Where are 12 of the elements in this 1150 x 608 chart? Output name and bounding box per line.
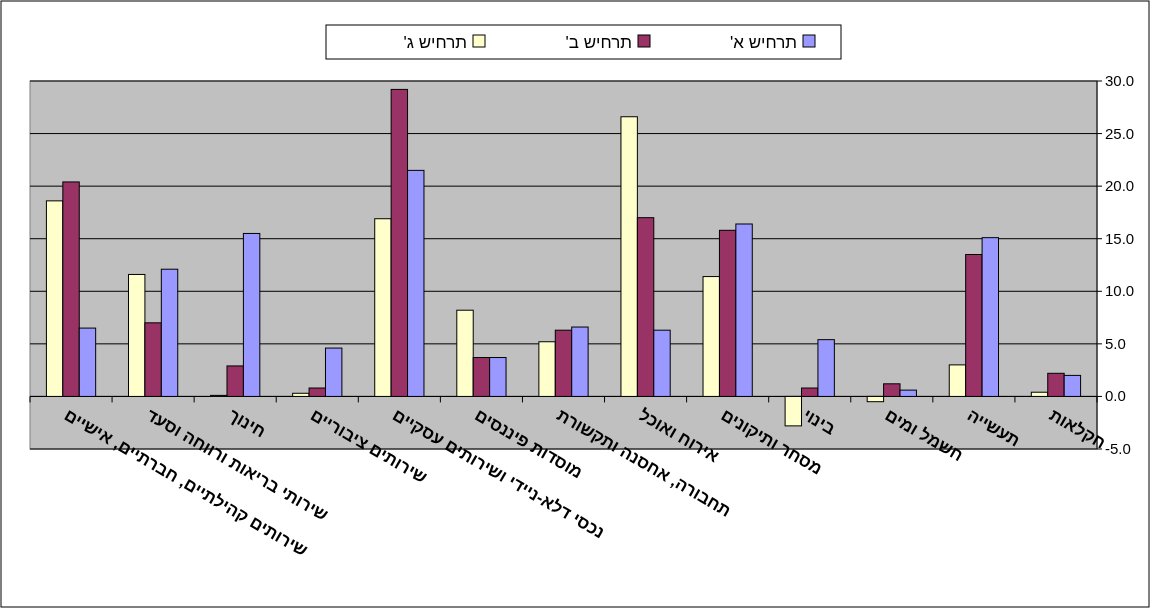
legend-label: תרחיש א'	[730, 33, 797, 52]
y-tick-label: 15.0	[1105, 229, 1135, 247]
x-tick-label: חינוך	[225, 405, 269, 442]
y-tick-label: 5.0	[1105, 334, 1126, 352]
legend-label: תרחיש ב'	[565, 33, 632, 52]
y-tick-label: 25.0	[1105, 124, 1135, 142]
y-tick-label: 0.0	[1105, 387, 1126, 405]
x-tick-label: בינוי	[799, 405, 839, 439]
legend-label: תרחיש ג'	[403, 33, 467, 52]
y-tick-label: 30.0	[1105, 72, 1135, 89]
y-tick-label: 10.0	[1105, 282, 1135, 300]
y-tick-label: 20.0	[1105, 177, 1135, 195]
